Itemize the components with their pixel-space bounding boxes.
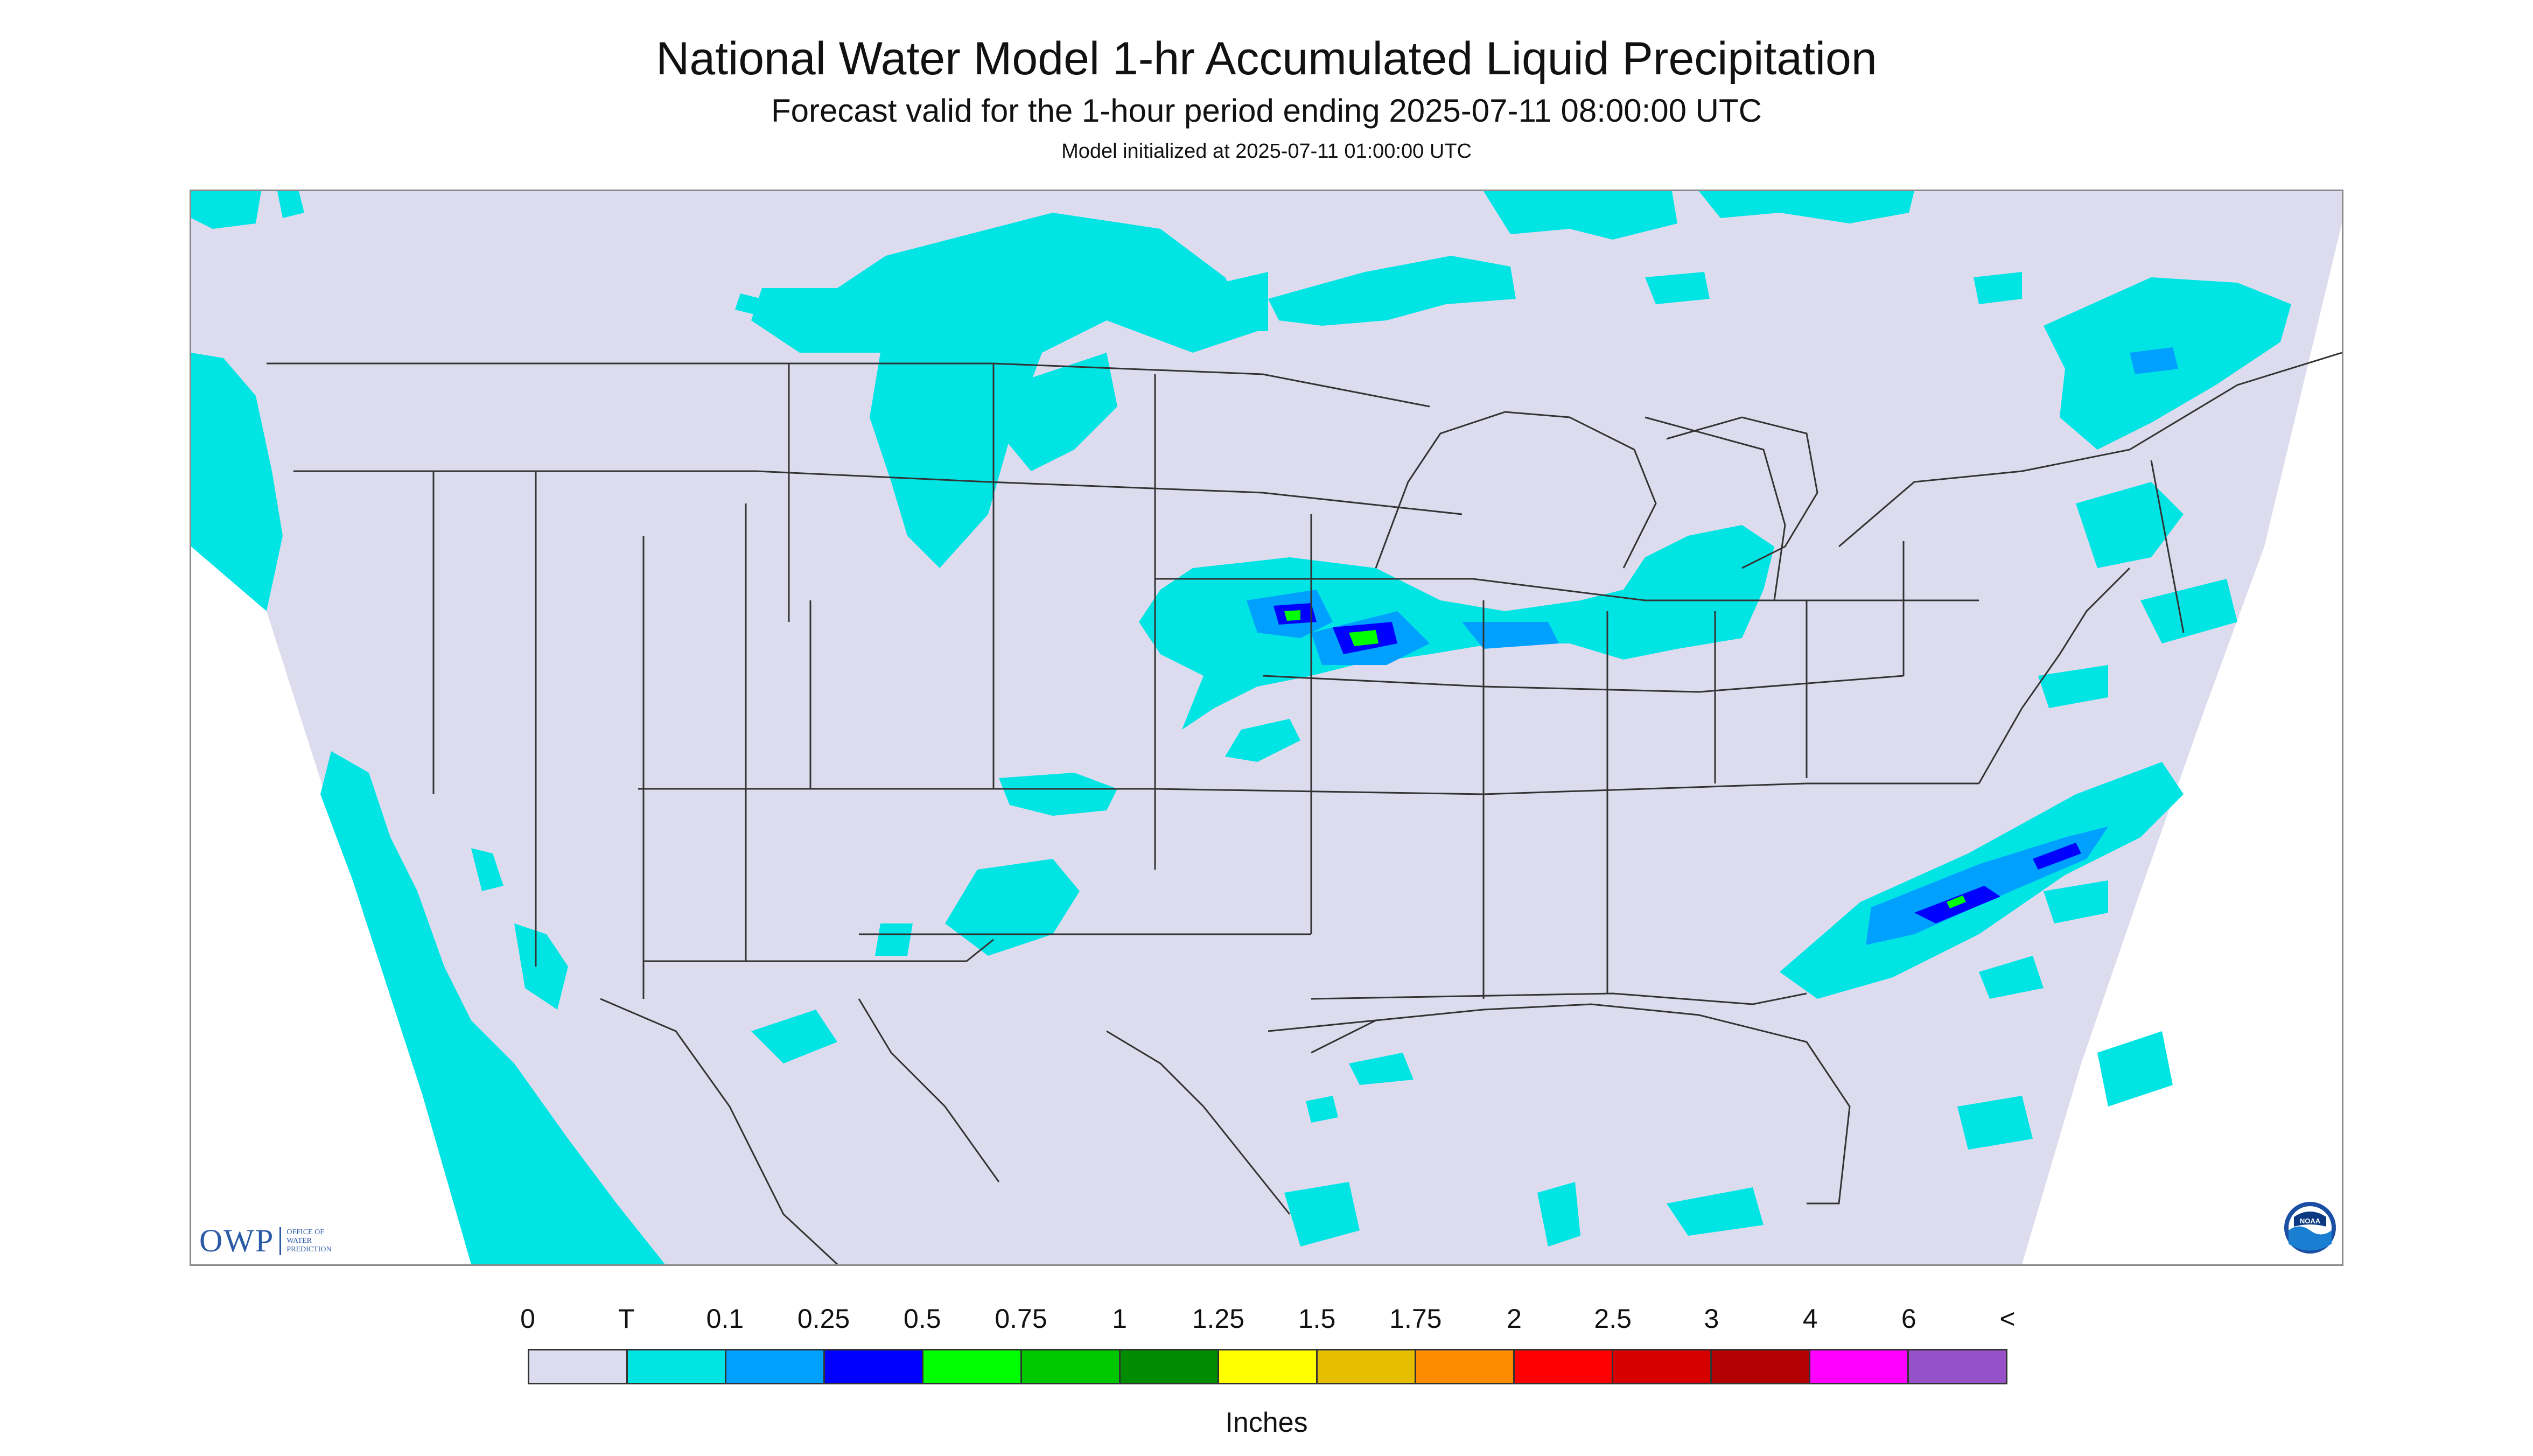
legend-swatch bbox=[1022, 1350, 1121, 1383]
midwest-precip bbox=[1139, 525, 1774, 762]
southwest-precip bbox=[751, 773, 1117, 1063]
legend-tick-label: 0.75 bbox=[995, 1304, 1047, 1334]
owp-logo: OWP OFFICE OF WATER PREDICTION bbox=[199, 1222, 332, 1259]
legend-swatch bbox=[1416, 1350, 1515, 1383]
legend-tick-label: 0.25 bbox=[797, 1304, 850, 1334]
legend-tick-label: 1.5 bbox=[1298, 1304, 1336, 1334]
legend-swatch bbox=[1909, 1350, 2006, 1383]
northeast-heavy-precip bbox=[2130, 347, 2178, 374]
legend-swatch bbox=[825, 1350, 923, 1383]
legend-tick-label: < bbox=[1999, 1304, 2016, 1334]
legend-tick-label: 4 bbox=[1802, 1304, 1818, 1334]
legend-tick-label: 1.75 bbox=[1389, 1304, 1442, 1334]
forecast-valid-subtitle: Forecast valid for the 1-hour period end… bbox=[771, 93, 1762, 129]
legend-swatch bbox=[923, 1350, 1022, 1383]
precipitation-map[interactable] bbox=[190, 190, 2343, 1266]
noaa-logo-icon: NOAA bbox=[2284, 1202, 2336, 1254]
legend-tick-label: 2.5 bbox=[1594, 1304, 1632, 1334]
legend-tick-label: 2 bbox=[1507, 1304, 1522, 1334]
legend-swatch bbox=[1712, 1350, 1810, 1383]
legend-swatch bbox=[628, 1350, 726, 1383]
legend-tick-label: 0.1 bbox=[706, 1304, 744, 1334]
legend-units: Inches bbox=[1225, 1407, 1308, 1438]
legend-swatch bbox=[1613, 1350, 1712, 1383]
legend-swatch bbox=[1515, 1350, 1613, 1383]
legend-swatch bbox=[726, 1350, 825, 1383]
legend-tick-label: 1.25 bbox=[1192, 1304, 1245, 1334]
midwest-peak-precip bbox=[1284, 610, 1379, 646]
model-init-line: Model initialized at 2025-07-11 01:00:00… bbox=[1061, 140, 1472, 163]
legend-tick-label: 6 bbox=[1901, 1304, 1916, 1334]
legend-swatch bbox=[1810, 1350, 1909, 1383]
owp-abbrev: OWP bbox=[199, 1223, 275, 1258]
northern-plains-precip bbox=[735, 213, 1268, 568]
map-canvas bbox=[191, 191, 2342, 1264]
precip-colorbar bbox=[528, 1349, 2007, 1384]
great-lakes-north-precip bbox=[1268, 191, 1914, 326]
legend-tick-label: 0.5 bbox=[904, 1304, 941, 1334]
gulf-precip bbox=[1284, 1053, 1764, 1247]
owp-fullname: OFFICE OF WATER PREDICTION bbox=[286, 1228, 332, 1254]
legend-labels: 0 T 0.1 0.25 0.5 0.75 1 1.25 1.5 1.75 2 2.5 3 4 6 < bbox=[0, 1303, 2533, 1335]
legend-tick-label: 1 bbox=[1112, 1304, 1128, 1334]
legend-swatch bbox=[1318, 1350, 1416, 1383]
southeast-peak-precip bbox=[1947, 895, 1966, 908]
legend-tick-label: 0 bbox=[520, 1304, 535, 1334]
legend-tick-label: 3 bbox=[1704, 1304, 1719, 1334]
legend-tick-label: T bbox=[618, 1304, 635, 1334]
legend-swatch bbox=[529, 1350, 628, 1383]
noaa-text: NOAA bbox=[2300, 1217, 2321, 1225]
pacific-coast-precip bbox=[191, 191, 665, 1264]
political-boundaries bbox=[267, 352, 2342, 1264]
legend-swatch bbox=[1121, 1350, 1219, 1383]
page-title: National Water Model 1-hr Accumulated Li… bbox=[656, 33, 1877, 85]
legend-swatch bbox=[1219, 1350, 1318, 1383]
